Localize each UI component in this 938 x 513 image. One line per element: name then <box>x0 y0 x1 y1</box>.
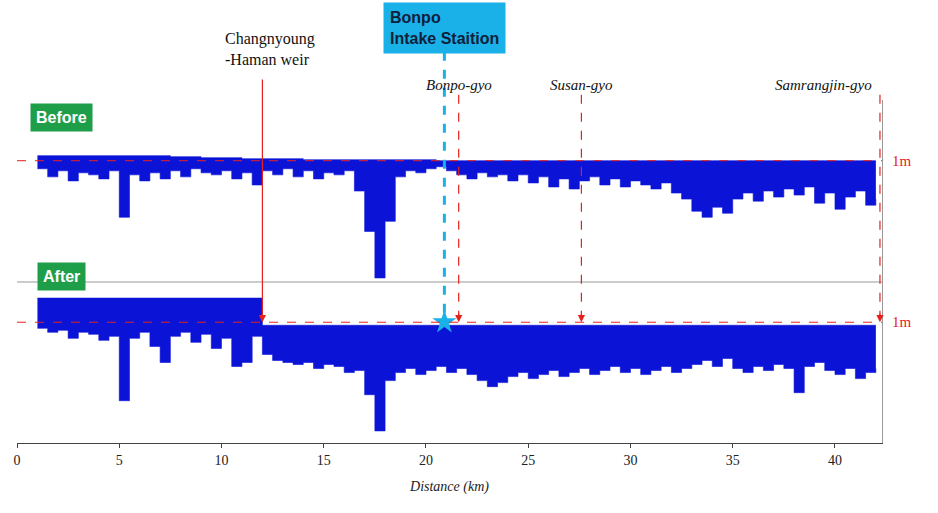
svg-text:Susan-gyo: Susan-gyo <box>550 77 613 93</box>
svg-text:Bonpo-gyo: Bonpo-gyo <box>426 77 492 93</box>
svg-text:After: After <box>43 268 80 285</box>
svg-text:BonpoIntake Staition: BonpoIntake Staition <box>390 9 499 47</box>
svg-text:1m: 1m <box>892 153 912 169</box>
svg-text:40: 40 <box>828 453 842 468</box>
svg-text:Distance (km): Distance (km) <box>409 479 489 495</box>
svg-text:5: 5 <box>116 453 123 468</box>
svg-text:15: 15 <box>317 453 331 468</box>
svg-text:35: 35 <box>726 453 740 468</box>
svg-text:Changnyoung-Haman weir: Changnyoung-Haman weir <box>225 30 315 68</box>
svg-text:25: 25 <box>521 453 535 468</box>
svg-text:20: 20 <box>419 453 433 468</box>
svg-text:0: 0 <box>14 453 21 468</box>
svg-text:1m: 1m <box>892 314 912 330</box>
svg-text:Before: Before <box>36 109 87 126</box>
svg-text:Samrangjin-gyo: Samrangjin-gyo <box>775 77 872 93</box>
svg-text:30: 30 <box>623 453 637 468</box>
svg-text:10: 10 <box>214 453 228 468</box>
